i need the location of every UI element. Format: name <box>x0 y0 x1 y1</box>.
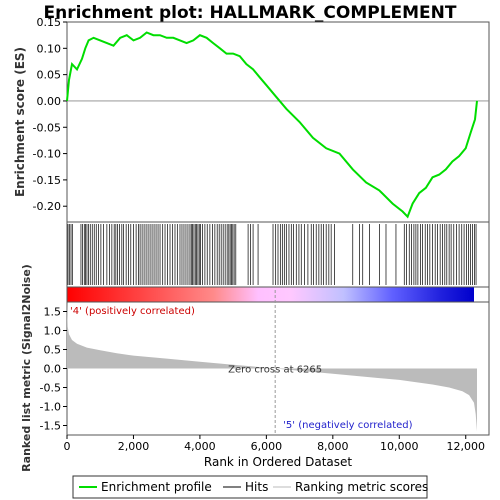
es-y-tick-label: 0.00 <box>37 95 62 108</box>
es-panel: 0.15 0.10 0.05 0.00 -0.05 -0.10 -0.15 -0.20 Enr… <box>13 16 490 223</box>
legend-item-ranking: Ranking metric scores <box>295 480 428 494</box>
rank-y-tick-label: 0.0 <box>44 363 62 376</box>
enrichment-profile-line <box>66 31 478 219</box>
x-tick-label: 6,000 <box>251 440 283 453</box>
rank-y-ticks: 1.5 1.0 0.5 0.0 -0.5 -1.0 -1.5 <box>40 306 67 433</box>
es-panel-frame <box>66 21 490 223</box>
rank-y-axis-label: Ranked list metric (Signal2Noise) <box>20 264 33 472</box>
es-y-tick-label: 0.05 <box>37 69 62 82</box>
legend: Enrichment profile Hits Ranking metric s… <box>72 475 428 499</box>
negative-correlation-label: '5' (negatively correlated) <box>283 420 412 431</box>
chart-title: Enrichment plot: HALLMARK_COMPLEMENT <box>43 3 456 23</box>
rank-y-tick-label: 1.5 <box>44 306 62 319</box>
es-y-tick-label: 0.15 <box>37 16 62 29</box>
es-y-tick-label: -0.05 <box>33 121 61 134</box>
hits-panel <box>66 221 490 288</box>
hit-lines <box>67 224 477 285</box>
legend-item-enrichment: Enrichment profile <box>101 480 212 494</box>
rank-y-tick-label: -1.5 <box>40 420 61 433</box>
ranked-metric-panel: 1.5 1.0 0.5 0.0 -0.5 -1.0 -1.5 '4' (positively… <box>20 264 490 472</box>
rank-gradient <box>67 287 474 302</box>
x-tick-label: 10,000 <box>380 440 419 453</box>
x-tick-label: 4,000 <box>184 440 216 453</box>
rank-color-bar <box>66 286 490 303</box>
ranking-metric-area <box>67 302 477 432</box>
x-tick-label: 2,000 <box>118 440 150 453</box>
x-tick-label: 12,000 <box>446 440 485 453</box>
es-y-axis-label: Enrichment score (ES) <box>13 47 27 197</box>
rank-y-tick-label: -1.0 <box>40 401 61 414</box>
x-axis-label: Rank in Ordered Dataset <box>204 455 352 469</box>
x-tick-label: 8,000 <box>317 440 349 453</box>
es-y-tick-label: -0.10 <box>33 148 61 161</box>
legend-frame <box>72 475 428 499</box>
legend-item-hits: Hits <box>245 480 268 494</box>
zero-cross-label: Zero cross at 6265 <box>228 365 322 376</box>
es-y-tick-label: -0.15 <box>33 174 61 187</box>
rank-y-tick-label: 0.5 <box>44 344 62 357</box>
es-y-ticks: 0.15 0.10 0.05 0.00 -0.05 -0.10 -0.15 -0.20 <box>33 16 67 213</box>
es-y-tick-label: 0.10 <box>37 42 62 55</box>
positive-correlation-label: '4' (positively correlated) <box>70 306 195 317</box>
es-y-tick-label: -0.20 <box>33 200 61 213</box>
rank-y-tick-label: -0.5 <box>40 382 61 395</box>
rank-y-tick-label: 1.0 <box>44 325 62 338</box>
x-axis-ticks: 0 2,000 4,000 6,000 8,000 10,000 12,000 <box>64 435 485 453</box>
x-tick-label: 0 <box>64 440 71 453</box>
